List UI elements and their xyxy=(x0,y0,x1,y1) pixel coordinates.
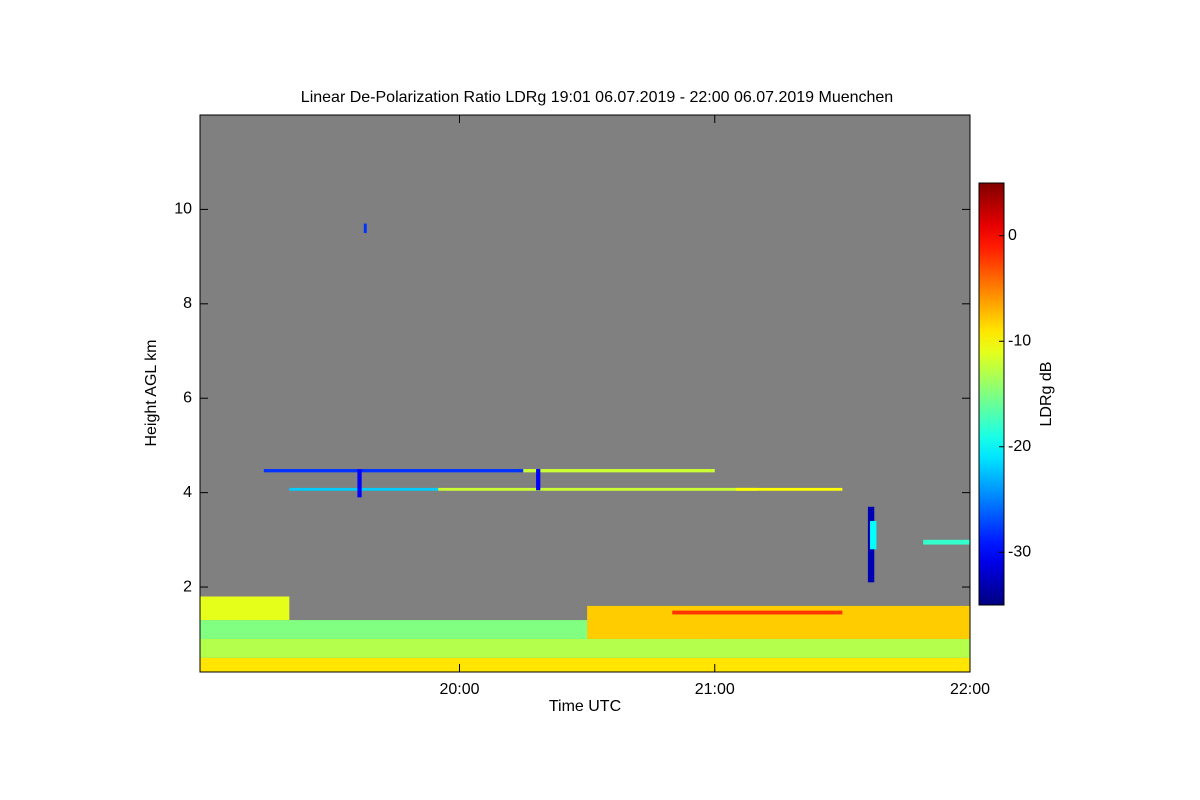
y-tick-label: 2 xyxy=(183,578,192,595)
plot-frame xyxy=(199,114,971,673)
heatmap-cell xyxy=(200,657,970,672)
y-tick-label: 6 xyxy=(183,389,192,406)
plot-background xyxy=(200,115,970,672)
heatmap-cell xyxy=(200,620,715,639)
heatmap-cell xyxy=(523,469,715,473)
colorbar-tick-label: 0 xyxy=(1008,227,1017,244)
colorbar xyxy=(978,182,1005,606)
heatmap-cell xyxy=(200,596,290,621)
heatmap-cell xyxy=(200,638,970,658)
heatmap-cell xyxy=(870,520,877,550)
y-tick-label: 4 xyxy=(183,484,192,501)
y-tick-label: 10 xyxy=(174,201,192,218)
y-tick-label: 8 xyxy=(183,295,192,312)
heatmap-cell xyxy=(289,487,439,491)
colorbar-tick-label: -30 xyxy=(1008,543,1031,560)
colorbar-tick-label: -10 xyxy=(1008,332,1031,349)
heatmap-cell xyxy=(736,487,843,491)
x-tick-label: 20:00 xyxy=(439,681,479,698)
x-tick-label: 22:00 xyxy=(950,681,990,698)
x-tick-label: 21:00 xyxy=(695,681,735,698)
x-axis-label: Time UTC xyxy=(549,698,621,715)
colorbar-tick-label: -20 xyxy=(1008,438,1031,455)
heatmap-cell xyxy=(923,539,970,545)
heatmap-cell xyxy=(263,469,524,473)
heatmap-cell xyxy=(363,223,367,234)
chart-title: Linear De-Polarization Ratio LDRg 19:01 … xyxy=(301,89,893,106)
colorbar-label: LDRg dB xyxy=(1038,362,1055,427)
heatmap-cell xyxy=(438,487,758,491)
heatmap-cell xyxy=(672,610,843,615)
heatmap-cell xyxy=(536,469,541,491)
y-axis-label: Height AGL km xyxy=(143,339,160,446)
heatmap-cell xyxy=(357,469,362,498)
